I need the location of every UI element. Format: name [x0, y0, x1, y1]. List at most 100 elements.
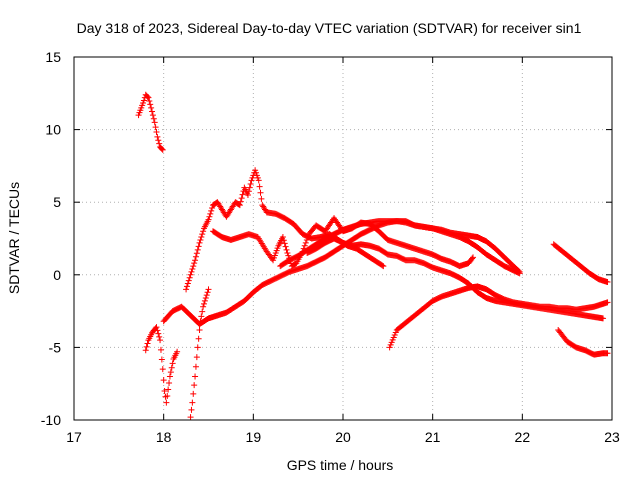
data-point-arc-1 [147, 101, 154, 108]
data-point-arc-1 [155, 137, 162, 144]
data-point-arc-4 [253, 172, 260, 179]
data-point-arc-1 [144, 93, 151, 100]
data-point-arc-5 [469, 255, 476, 262]
y-tick-label: -10 [41, 412, 61, 428]
data-point-arc-1 [149, 108, 156, 115]
chart-title: Day 318 of 2023, Sidereal Day-to-day VTE… [77, 20, 582, 36]
data-point-arc-2 [169, 360, 176, 367]
data-point-arc-2 [142, 347, 149, 354]
data-point-arc-5 [470, 254, 477, 261]
data-point-arc-4 [184, 280, 191, 287]
data-point-arc-3 [199, 308, 206, 315]
data-point-arc-2 [155, 330, 162, 337]
data-point-arc-2 [157, 346, 164, 353]
data-point-arc-11 [604, 350, 611, 357]
y-tick-label: 5 [53, 194, 61, 210]
data-point-arc-1 [140, 97, 147, 104]
x-tick-label: 18 [156, 429, 172, 445]
data-point-arc-3 [191, 382, 198, 389]
data-point-arc-3 [192, 373, 199, 380]
data-point-arc-4 [187, 271, 194, 278]
data-point-arc-2 [166, 373, 173, 380]
data-point-arc-4 [183, 286, 190, 293]
data-point-arc-4 [189, 265, 196, 272]
data-point-arc-4 [206, 213, 213, 220]
data-point-arc-4 [257, 189, 264, 196]
data-point-arc-4 [190, 263, 197, 270]
data-point-arc-2 [156, 333, 163, 340]
data-point-arc-3 [205, 286, 212, 293]
data-point-arc-2 [163, 399, 170, 406]
data-point-arc-2 [144, 340, 151, 347]
data-point-arc-4 [258, 195, 265, 202]
data-point-arc-3 [194, 344, 201, 351]
data-point-arc-5 [301, 242, 308, 249]
data-point-arc-5 [304, 234, 311, 241]
data-point-arc-3 [193, 354, 200, 361]
data-point-arc-4 [199, 231, 206, 238]
data-point-arc-3 [188, 406, 195, 413]
data-point-arc-1 [149, 112, 156, 119]
data-point-arc-1 [151, 119, 158, 126]
x-tick-label: 19 [246, 429, 262, 445]
data-points [135, 91, 611, 421]
data-point-arc-1 [153, 129, 160, 136]
data-point-arc-5 [281, 240, 288, 247]
data-point-arc-3 [202, 295, 209, 302]
data-point-arc-4 [255, 177, 262, 184]
x-tick-label: 20 [335, 429, 351, 445]
grid-layer [74, 57, 612, 420]
data-point-arc-1 [152, 124, 159, 131]
data-point-arc-4 [186, 274, 193, 281]
data-point-arc-2 [165, 386, 172, 393]
data-point-arc-7 [516, 268, 523, 275]
data-point-arc-4 [192, 257, 199, 264]
data-point-arc-5 [279, 234, 286, 241]
data-point-arc-4 [254, 174, 261, 181]
data-point-arc-4 [194, 246, 201, 253]
data-point-arc-3 [201, 300, 208, 307]
y-tick-label: 15 [45, 49, 61, 65]
data-point-arc-2 [174, 348, 181, 355]
data-point-arc-3 [204, 289, 211, 296]
data-point-arc-4 [200, 228, 207, 235]
data-point-arc-3 [201, 297, 208, 304]
data-point-arc-4 [205, 216, 212, 223]
data-point-arc-3 [198, 313, 205, 320]
data-point-arc-2 [168, 364, 175, 371]
data-point-arc-3 [196, 326, 203, 333]
data-point-arc-2 [158, 356, 165, 363]
data-point-arc-5 [285, 252, 292, 259]
data-point-arc-2 [167, 369, 174, 376]
data-point-arc-4 [193, 250, 200, 257]
data-point-arc-4 [207, 210, 214, 217]
data-point-arc-4 [249, 174, 256, 181]
data-point-arc-4 [185, 277, 192, 284]
data-point-arc-5 [282, 243, 289, 250]
data-point-arc-4 [237, 198, 244, 205]
data-point-arc-4 [245, 188, 252, 195]
data-point-arc-7 [515, 267, 522, 274]
data-point-arc-1 [145, 94, 152, 101]
data-point-arc-1 [159, 146, 166, 153]
data-point-arc-4 [248, 177, 255, 184]
data-point-arc-2 [164, 393, 171, 400]
y-tick-label: 0 [53, 267, 61, 283]
data-point-arc-4 [183, 283, 190, 290]
data-point-arc-4 [239, 191, 246, 198]
data-point-arc-4 [195, 243, 202, 250]
data-point-arc-4 [256, 183, 263, 190]
plot-frame [73, 56, 613, 421]
data-point-arc-2 [153, 324, 160, 331]
data-point-arc-4 [209, 205, 216, 212]
data-point-arc-2 [160, 377, 167, 384]
data-point-arc-4 [236, 202, 243, 209]
data-point-arc-8 [600, 315, 607, 322]
data-point-arc-4 [191, 260, 198, 267]
data-point-arc-1 [146, 98, 153, 105]
data-point-arc-3 [187, 414, 194, 421]
data-point-arc-1 [156, 140, 163, 147]
data-point-arc-2 [154, 327, 161, 334]
data-point-arc-4 [208, 207, 215, 214]
